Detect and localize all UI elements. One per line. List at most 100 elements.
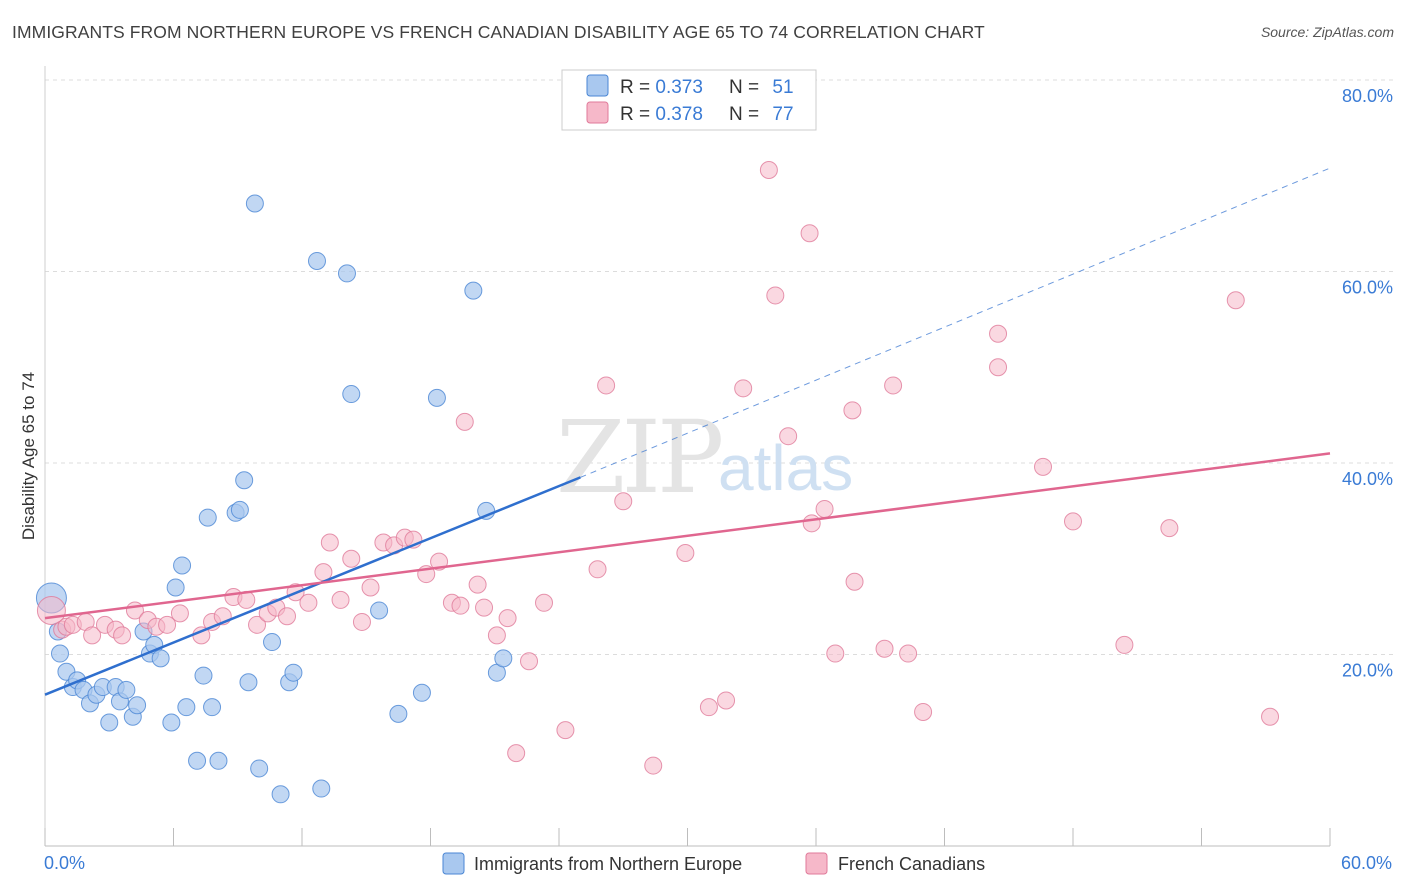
bottom-legend-label-blue: Immigrants from Northern Europe (474, 854, 742, 874)
point-french-canadian (875, 639, 894, 658)
point-northern-europe (50, 644, 69, 663)
legend-swatch-pink (586, 101, 609, 124)
point-french-canadian (989, 324, 1008, 343)
trend-layer (44, 167, 1331, 696)
point-northern-europe (389, 704, 408, 723)
point-french-canadian (498, 609, 517, 628)
point-northern-europe (464, 281, 483, 300)
point-french-canadian (676, 544, 695, 563)
point-northern-europe (128, 696, 147, 715)
legend-n-value-blue: 51 (772, 77, 793, 98)
point-french-canadian (158, 615, 177, 634)
point-french-canadian (766, 286, 785, 305)
point-french-canadian (826, 644, 845, 663)
point-northern-europe (198, 508, 217, 527)
point-french-canadian (588, 560, 607, 579)
point-northern-europe (245, 194, 264, 213)
point-french-canadian (556, 721, 575, 740)
point-french-canadian (1115, 635, 1134, 654)
point-french-canadian (779, 427, 798, 446)
watermark: ZIP atlas (556, 399, 853, 516)
point-northern-europe (427, 388, 446, 407)
point-french-canadian (455, 412, 474, 431)
point-northern-europe (162, 713, 181, 732)
point-northern-europe (209, 751, 228, 770)
svg-text:N = 77: N = 77 (729, 104, 794, 125)
point-french-canadian (802, 514, 821, 533)
point-french-canadian (320, 533, 339, 552)
point-northern-europe (230, 500, 249, 519)
point-french-canadian (331, 590, 350, 609)
point-french-canadian (989, 358, 1008, 377)
point-french-canadian (451, 596, 470, 615)
legend-row-pink: R = 0.378 N = 77 (586, 101, 794, 125)
trend-line-northern-europe-extension (580, 167, 1331, 478)
point-french-canadian (170, 604, 189, 623)
point-french-canadian (342, 549, 361, 568)
point-northern-europe (166, 578, 185, 597)
point-french-canadian (520, 652, 539, 671)
point-northern-europe (203, 698, 222, 717)
y-tick-label: 60.0% (1342, 278, 1393, 298)
bottom-legend-label-pink: French Canadians (838, 854, 985, 874)
point-french-canadian (843, 401, 862, 420)
point-northern-europe (188, 751, 207, 770)
point-northern-europe (239, 673, 258, 692)
point-french-canadian (800, 224, 819, 243)
legend-n-label-blue: N = (729, 77, 764, 98)
point-french-canadian (507, 744, 526, 763)
legend: R = 0.373 N = 51 R = 0.378 N = 77 (561, 69, 817, 131)
y-tick-label: 20.0% (1342, 661, 1393, 681)
point-french-canadian (83, 626, 102, 645)
point-french-canadian (1064, 512, 1082, 531)
point-french-canadian (352, 612, 371, 631)
point-northern-europe (173, 556, 192, 575)
point-french-canadian (597, 376, 616, 395)
point-northern-europe (151, 649, 170, 668)
points-layer (35, 161, 1280, 804)
point-french-canadian (734, 379, 753, 398)
point-northern-europe (494, 649, 513, 668)
legend-r-value-pink: 0.378 (655, 104, 703, 125)
bottom-legend: Immigrants from Northern Europe French C… (442, 852, 985, 875)
point-french-canadian (899, 644, 918, 663)
svg-text:N = 51: N = 51 (729, 77, 794, 98)
point-french-canadian (535, 593, 554, 612)
grid-layer (45, 79, 1395, 655)
y-axis-label: Disability Age 65 to 74 (19, 372, 38, 540)
point-french-canadian (699, 698, 718, 717)
source-label: Source: ZipAtlas.com (1260, 24, 1394, 40)
chart-title: IMMIGRANTS FROM NORTHERN EUROPE VS FRENC… (12, 22, 985, 42)
point-french-canadian (845, 572, 864, 591)
point-french-canadian (644, 756, 663, 775)
bottom-legend-swatch-pink (805, 852, 828, 875)
legend-row-blue: R = 0.373 N = 51 (586, 74, 794, 98)
point-french-canadian (759, 161, 778, 180)
svg-text:R = 0.373: R = 0.373 (620, 77, 703, 98)
watermark-zip: ZIP (556, 399, 721, 516)
point-northern-europe (263, 633, 282, 652)
legend-n-value-pink: 77 (772, 104, 793, 125)
point-french-canadian (614, 492, 633, 511)
point-french-canadian (1226, 291, 1245, 310)
legend-r-label-pink: R = (620, 104, 655, 125)
point-northern-europe (100, 713, 119, 732)
point-northern-europe (307, 251, 326, 270)
point-northern-europe (370, 601, 389, 620)
x-tick-label-min: 0.0% (44, 853, 85, 873)
point-french-canadian (717, 691, 736, 710)
point-northern-europe (412, 683, 431, 702)
point-northern-europe (235, 471, 254, 490)
point-northern-europe (312, 779, 331, 798)
point-french-canadian (1160, 519, 1179, 538)
svg-text:R = 0.378: R = 0.378 (620, 104, 703, 125)
bottom-legend-swatch-blue (442, 852, 465, 875)
point-french-canadian (361, 578, 380, 597)
point-french-canadian (914, 702, 933, 721)
legend-r-label-blue: R = (620, 77, 655, 98)
legend-n-label-pink: N = (729, 104, 764, 125)
point-french-canadian (278, 607, 297, 626)
y-tick-label: 40.0% (1342, 469, 1393, 489)
axis-layer: 20.0% 40.0% 60.0% 80.0% 0.0% 60.0% (44, 66, 1393, 873)
point-french-canadian (815, 499, 834, 518)
